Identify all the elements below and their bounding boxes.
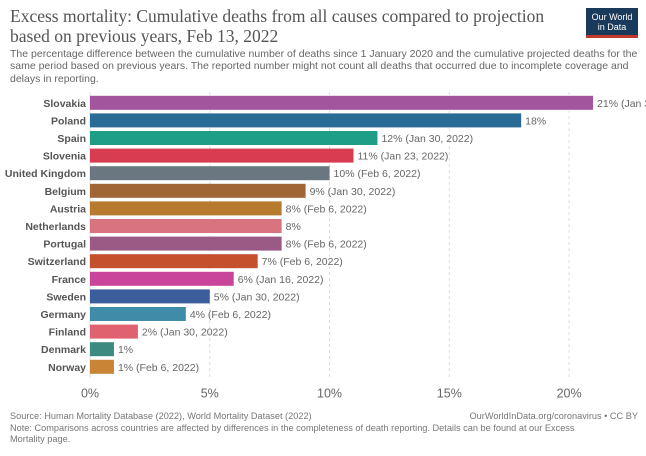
country-label: Denmark: [41, 344, 86, 356]
value-label: 8% (Feb 6, 2022): [286, 203, 367, 215]
country-label: Poland: [51, 115, 86, 127]
value-label: 8%: [286, 221, 301, 233]
bar: [90, 307, 186, 321]
bar: [90, 166, 330, 181]
country-label: Netherlands: [25, 221, 86, 233]
bar: [90, 359, 114, 374]
bar: [90, 254, 258, 269]
bar: [90, 201, 282, 216]
value-label: 5% (Jan 30, 2022): [214, 291, 300, 303]
value-label: 7% (Feb 6, 2022): [262, 256, 343, 268]
bar: [90, 236, 282, 251]
country-label: Portugal: [43, 239, 86, 251]
note-text: Note: Comparisons across countries are a…: [10, 423, 575, 444]
country-label: Germany: [40, 309, 86, 321]
chart-title: Excess mortality: Cumulative deaths from…: [10, 6, 545, 46]
x-tick-label: 20%: [557, 387, 582, 401]
bar: [90, 113, 522, 128]
site-link[interactable]: OurWorldInData.org/coronavirus • CC BY: [469, 411, 638, 421]
country-label: Sweden: [46, 291, 86, 303]
value-label: 21% (Jan 30, 2022): [597, 98, 646, 110]
country-label: Spain: [57, 133, 86, 145]
bar: [90, 271, 234, 286]
country-label: Slovakia: [43, 98, 86, 110]
value-label: 1%: [118, 344, 133, 356]
value-label: 18%: [525, 115, 546, 127]
value-label: 2% (Jan 30, 2022): [142, 327, 228, 339]
bar: [90, 183, 306, 198]
x-tick-label: 10%: [317, 387, 342, 401]
bar: [90, 324, 138, 339]
bar: [90, 95, 594, 110]
value-label: 1% (Feb 6, 2022): [118, 362, 199, 374]
bar: [90, 148, 354, 163]
value-label: 12% (Jan 30, 2022): [381, 133, 473, 145]
source-text: Source: Human Mortality Database (2022),…: [10, 411, 312, 421]
value-label: 8% (Feb 6, 2022): [286, 239, 367, 251]
country-label: Slovenia: [43, 151, 86, 163]
x-tick-label: 0%: [81, 387, 99, 401]
value-label: 9% (Jan 30, 2022): [310, 186, 396, 198]
value-label: 6% (Jan 16, 2022): [238, 274, 324, 286]
x-tick-label: 15%: [437, 387, 462, 401]
owid-logo[interactable]: Our World in Data: [586, 8, 638, 38]
value-label: 10% (Feb 6, 2022): [334, 168, 421, 180]
logo-line-1: Our World: [591, 12, 633, 22]
country-label: Austria: [50, 203, 86, 215]
x-tick-label: 5%: [201, 387, 219, 401]
country-label: United Kingdom: [5, 168, 86, 180]
bar: [90, 342, 114, 357]
country-label: Switzerland: [28, 256, 86, 268]
bar: [90, 219, 282, 233]
value-label: 11% (Jan 23, 2022): [358, 151, 449, 163]
chart-subtitle: The percentage difference between the cu…: [10, 48, 638, 85]
country-label: Norway: [48, 362, 86, 374]
value-label: 4% (Feb 6, 2022): [190, 309, 271, 321]
country-label: Finland: [49, 327, 86, 339]
bar: [90, 131, 378, 145]
logo-line-2: in Data: [597, 22, 627, 32]
bar: [90, 289, 210, 304]
country-label: France: [52, 274, 87, 286]
country-label: Belgium: [45, 186, 86, 198]
